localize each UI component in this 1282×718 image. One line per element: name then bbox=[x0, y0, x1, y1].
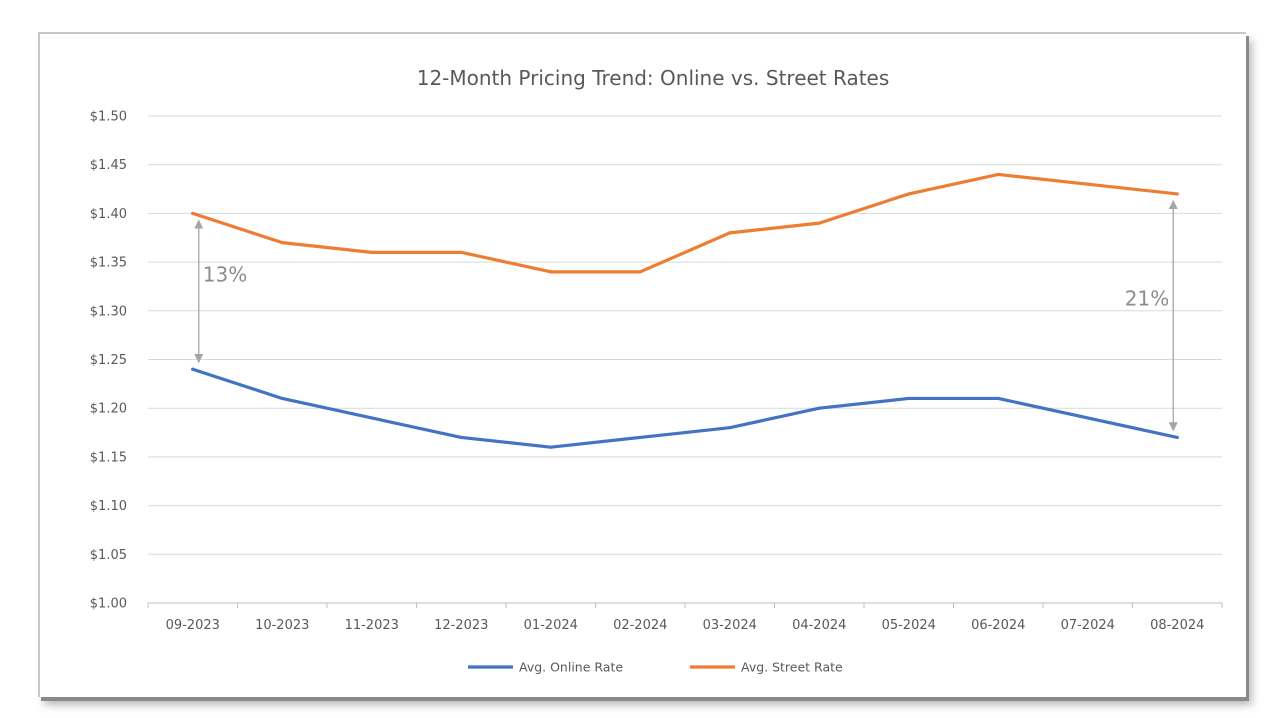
data-point bbox=[459, 250, 463, 254]
annotations: 13% 21% bbox=[194, 200, 1178, 432]
data-point bbox=[638, 270, 642, 274]
legend-label: Avg. Street Rate bbox=[741, 660, 843, 675]
difference-label: 13% bbox=[203, 262, 247, 286]
x-tick-label: 04-2024 bbox=[792, 618, 846, 633]
series-line-online bbox=[191, 367, 1179, 449]
legend: Avg. Online Rate Avg. Street Rate bbox=[468, 660, 843, 675]
data-point bbox=[817, 221, 821, 225]
y-tick-label: $1.00 bbox=[90, 597, 127, 612]
data-point bbox=[728, 426, 732, 430]
y-tick-label: $1.35 bbox=[90, 256, 127, 271]
data-point bbox=[191, 211, 195, 215]
series-line-street bbox=[191, 172, 1179, 274]
x-tick-label: 03-2024 bbox=[703, 618, 757, 633]
x-tick-label: 09-2023 bbox=[166, 618, 220, 633]
x-tick-label: 11-2023 bbox=[345, 618, 399, 633]
data-point bbox=[907, 192, 911, 196]
y-tick-label: $1.30 bbox=[90, 304, 127, 319]
data-point bbox=[1086, 416, 1090, 420]
y-tick-label: $1.10 bbox=[90, 499, 127, 514]
data-point bbox=[996, 396, 1000, 401]
data-point bbox=[817, 406, 821, 410]
y-tick-label: $1.25 bbox=[90, 353, 127, 368]
x-tick-label: 06-2024 bbox=[971, 618, 1025, 633]
gridlines bbox=[147, 115, 1223, 608]
data-point bbox=[549, 270, 553, 274]
y-tick-label: $1.15 bbox=[90, 450, 127, 465]
y-tick-label: $1.05 bbox=[90, 548, 127, 563]
y-axis-tick-labels: $1.00 $1.05 $1.10 $1.15 $1.20 $1.25 $1.30 $1.35… bbox=[90, 110, 127, 612]
x-tick-label: 10-2023 bbox=[255, 618, 309, 633]
data-point bbox=[549, 445, 553, 449]
chart-frame: 12-Month Pricing Trend: Online vs. Stree… bbox=[38, 32, 1246, 697]
y-tick-label: $1.50 bbox=[90, 110, 127, 125]
chart-svg: 12-Month Pricing Trend: Online vs. Stree… bbox=[90, 66, 1223, 675]
x-tick-label: 07-2024 bbox=[1061, 618, 1115, 633]
x-tick-label: 02-2024 bbox=[613, 618, 667, 633]
y-tick-label: $1.45 bbox=[90, 158, 127, 173]
series-lines bbox=[191, 172, 1179, 449]
data-point bbox=[1175, 435, 1179, 440]
data-point bbox=[280, 241, 284, 245]
data-point bbox=[1086, 182, 1090, 186]
data-point bbox=[370, 250, 374, 254]
legend-label: Avg. Online Rate bbox=[519, 660, 623, 675]
x-tick-label: 05-2024 bbox=[882, 618, 936, 633]
y-tick-label: $1.40 bbox=[90, 207, 127, 222]
data-point bbox=[459, 435, 463, 440]
data-point bbox=[1175, 192, 1179, 196]
x-tick-label: 12-2023 bbox=[434, 618, 488, 633]
chart-title: 12-Month Pricing Trend: Online vs. Stree… bbox=[417, 66, 890, 90]
data-point bbox=[370, 416, 374, 420]
x-tick-label: 01-2024 bbox=[524, 618, 578, 633]
y-tick-label: $1.20 bbox=[90, 402, 127, 417]
data-point bbox=[191, 367, 195, 371]
data-point bbox=[996, 172, 1000, 177]
data-point bbox=[280, 396, 284, 401]
difference-label: 21% bbox=[1125, 287, 1169, 311]
data-point bbox=[638, 435, 642, 440]
x-axis-tick-labels: 09-2023 10-2023 11-2023 12-2023 01-2024 02-20… bbox=[166, 618, 1205, 633]
data-point bbox=[728, 231, 732, 235]
data-point bbox=[907, 396, 911, 401]
x-tick-label: 08-2024 bbox=[1150, 618, 1204, 633]
